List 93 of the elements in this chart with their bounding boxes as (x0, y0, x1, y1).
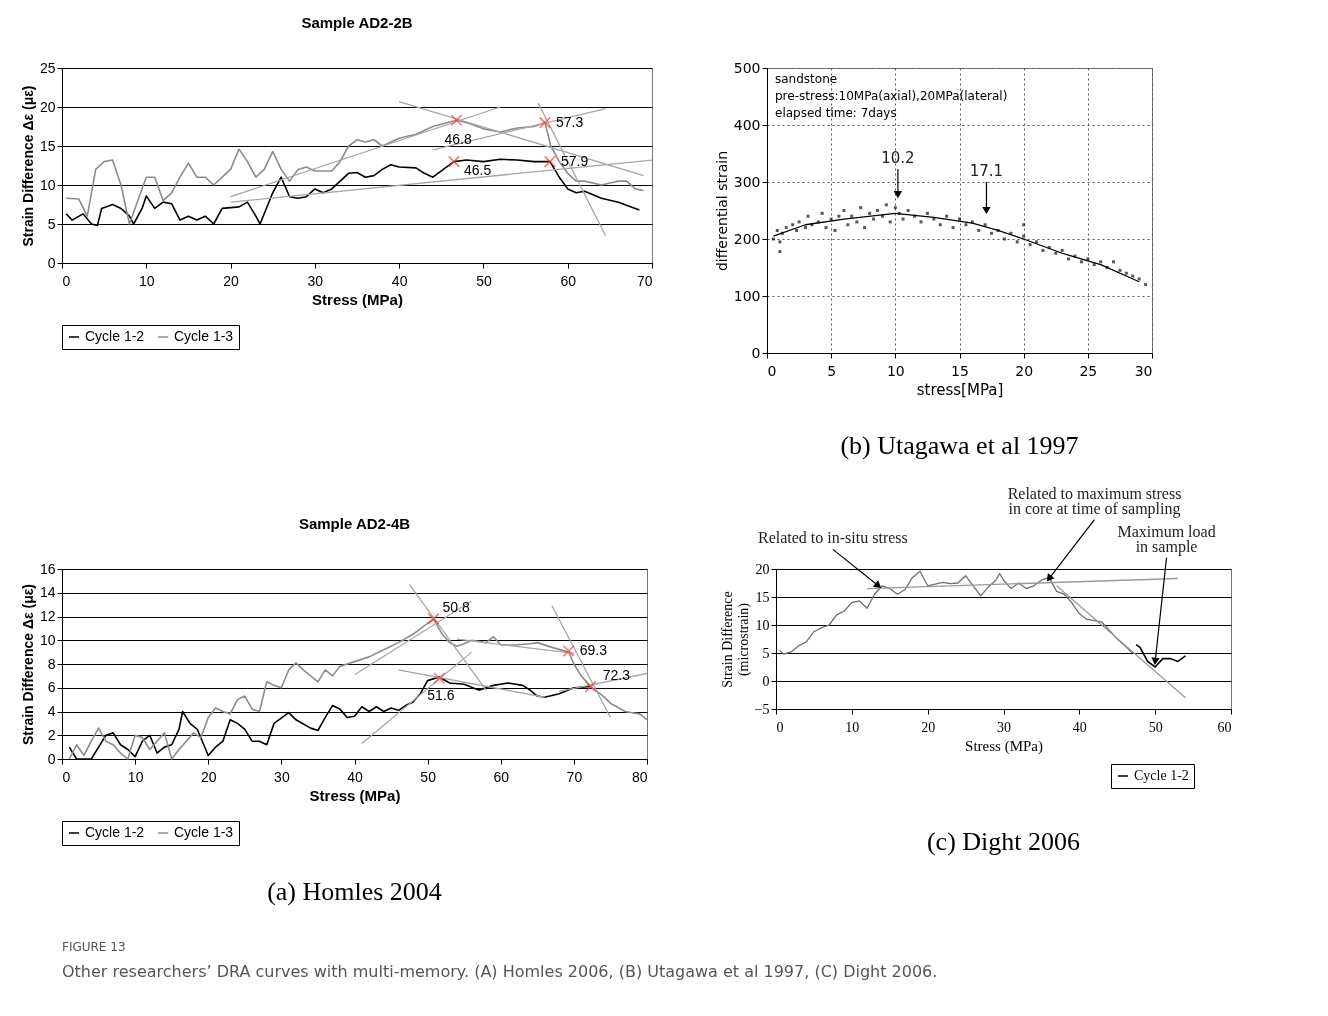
y-tick-label: 5 (762, 645, 770, 661)
y-tick-label: 12 (39, 608, 56, 624)
text: Other researchers’ DRA curves with multi-memory. (A) Homles 2006, (B) Utagawa et al 1997, (C) Dight 2006. (62, 962, 938, 981)
y-tick-label: 20 (39, 98, 56, 115)
y-axis-title: Strain Difference (microstrain) (719, 591, 752, 688)
y-tick-label: 10 (39, 631, 56, 648)
annotation: 17.1 (969, 162, 1004, 180)
x-axis-title: stress[MPa] (916, 380, 1004, 399)
y-axis-title: Strain Difference Δε (με) (19, 583, 36, 746)
y-tick-label: 25 (39, 59, 56, 76)
x-tick-label: 0 (62, 768, 71, 785)
x-tick-label: 40 (1072, 719, 1087, 735)
chart-title: Sample AD2-4B (298, 515, 411, 532)
legend-label: Cycle 1-3 (174, 824, 234, 840)
y-tick-label: 300 (733, 173, 761, 190)
y-tick-label: 0 (47, 254, 56, 271)
y-tick-label: 6 (47, 679, 56, 696)
x-tick-label: 0 (62, 272, 71, 289)
x-tick-label: 0 (776, 719, 784, 735)
x-tick-label: 10 (127, 768, 144, 785)
x-tick-label: 20 (200, 768, 217, 785)
x-tick-label: 40 (391, 272, 408, 289)
x-tick-label: 80 (631, 768, 648, 785)
y-tick-label: 2 (47, 726, 56, 743)
x-tick-label: 50 (1148, 719, 1163, 735)
annotation: 46.5 (463, 161, 492, 178)
annotation: 57.9 (561, 152, 589, 169)
x-tick-label: 5 (827, 362, 837, 379)
y-tick-label: 100 (733, 287, 761, 304)
x-tick-label: 10 (139, 272, 155, 289)
annotation: 57.3 (555, 113, 584, 130)
legend-label: Cycle 1-2 (85, 824, 145, 840)
x-tick-label: 25 (1079, 362, 1098, 379)
y-tick-label: 15 (39, 137, 56, 154)
x-tick-label: 30 (274, 768, 290, 785)
y-tick-label: 16 (39, 560, 56, 577)
y-tick-label: 8 (47, 655, 56, 672)
annotation: 69.3 (579, 641, 608, 658)
y-tick-label: 15 (755, 589, 770, 605)
text: (c) Dight 2006 (926, 827, 1081, 856)
annotation: 72.3 (602, 666, 631, 683)
y-tick-label: 20 (755, 561, 770, 577)
x-tick-label: 10 (886, 362, 905, 379)
x-tick-label: 15 (951, 362, 969, 379)
annotation: sandstone (775, 72, 838, 86)
y-axis-title: differential strain (713, 150, 730, 272)
annotation: elapsed time: 7days (775, 106, 897, 120)
y-tick-label: 5 (47, 215, 56, 232)
annotation: Related to maximum stress in core at time of sampling (1007, 484, 1182, 518)
y-tick-label: 200 (733, 230, 761, 247)
x-tick-label: 20 (223, 272, 240, 289)
x-axis-title: Stress (MPa) (312, 290, 403, 308)
caption: FIGURE 13 (62, 940, 126, 954)
y-tick-label: 10 (755, 617, 770, 633)
y-axis-title: Strain Difference Δε (με) (19, 85, 36, 247)
annotation: Maximum load in sample (1117, 522, 1216, 556)
annotation: pre-stress:10MPa(axial),20MPa(lateral) (775, 89, 1008, 103)
text: (b) Utagawa et al 1997 (840, 431, 1079, 460)
legend-label: Cycle 1-3 (174, 328, 234, 344)
x-axis-title: Stress (MPa) (309, 786, 401, 804)
text: (a) Homles 2004 (267, 877, 442, 906)
x-tick-label: 50 (476, 272, 492, 289)
x-axis-title: Stress (MPa) (965, 737, 1043, 755)
y-tick-label: 0 (751, 344, 761, 361)
annotation: 46.8 (444, 131, 472, 148)
y-tick-label: 500 (733, 59, 761, 76)
y-tick-label: −5 (754, 701, 770, 717)
x-tick-label: 70 (636, 272, 653, 289)
y-tick-label: 0 (762, 673, 770, 689)
y-tick-label: 400 (733, 116, 761, 133)
x-tick-label: 60 (1217, 719, 1232, 735)
annotation: Related to in-situ stress (757, 529, 908, 547)
y-tick-label: 14 (39, 584, 56, 601)
x-tick-label: 50 (420, 768, 437, 785)
y-tick-label: 4 (47, 703, 56, 719)
x-tick-label: 10 (845, 719, 860, 735)
annotation: 10.2 (881, 148, 915, 167)
x-tick-label: 40 (347, 768, 363, 785)
chart-title: Sample AD2-2B (301, 14, 413, 31)
y-tick-label: 0 (47, 750, 56, 767)
y-tick-label: 10 (39, 176, 56, 193)
legend-label: Cycle 1-2 (1134, 768, 1189, 783)
x-tick-label: 20 (921, 719, 936, 735)
x-tick-label: 20 (1015, 362, 1034, 379)
x-tick-label: 60 (560, 272, 577, 289)
x-tick-label: 30 (1134, 362, 1153, 379)
annotation: 51.6 (427, 687, 455, 704)
x-tick-label: 30 (307, 272, 324, 289)
x-tick-label: 30 (997, 719, 1011, 735)
x-tick-label: 60 (493, 768, 510, 785)
annotation: 50.8 (442, 598, 470, 615)
legend-label: Cycle 1-2 (85, 328, 145, 344)
x-tick-label: 70 (566, 768, 583, 785)
